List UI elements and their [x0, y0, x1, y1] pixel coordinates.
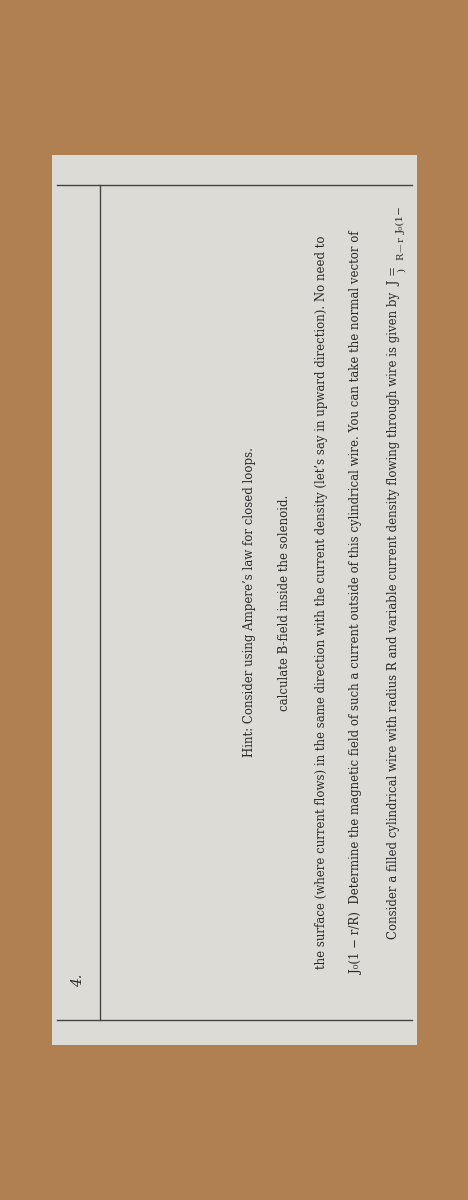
Text: the surface (where current flows) in the same direction with the current density: the surface (where current flows) in the…: [314, 235, 328, 970]
Text: r: r: [396, 238, 405, 242]
Text: ): ): [396, 268, 405, 272]
Text: R: R: [396, 252, 405, 259]
Text: Consider a filled cylindrical wire with radius R and variable current density fl: Consider a filled cylindrical wire with …: [387, 266, 400, 938]
Text: 4.: 4.: [72, 973, 86, 986]
Text: J₀(1−: J₀(1−: [396, 206, 406, 234]
Text: Hint: Consider using Ampere’s law for closed loops.: Hint: Consider using Ampere’s law for cl…: [242, 448, 256, 757]
Text: J₀(1 − r/R)  Determine the magnetic field of such a current outside of this cyli: J₀(1 − r/R) Determine the magnetic field…: [351, 232, 364, 974]
Text: calculate B-field inside the solenoid.: calculate B-field inside the solenoid.: [278, 494, 292, 710]
Bar: [52, 155, 417, 1045]
Text: —: —: [397, 244, 405, 252]
